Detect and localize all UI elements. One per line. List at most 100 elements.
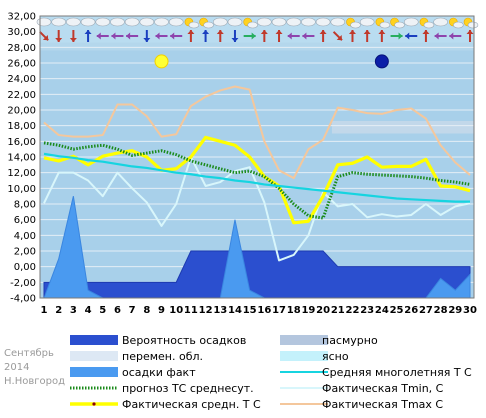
x-tick-label: 4: [85, 305, 92, 316]
x-tick-label: 21: [331, 305, 345, 316]
y-tick-label: -2,00: [10, 278, 36, 289]
legend-swatch-clear: [280, 351, 328, 361]
wind-arrow-head: [449, 32, 454, 40]
y-tick-label: 12,00: [7, 168, 36, 179]
sky-cloud-icon: [315, 17, 331, 27]
wind-arrow-head: [187, 30, 195, 34]
wind-arrow-head: [155, 32, 160, 40]
sky-cloud-icon: [423, 21, 435, 29]
precip-fact-layer: [43, 196, 471, 298]
wind-arrow-head: [422, 30, 430, 34]
x-tick-label: 18: [287, 305, 301, 316]
sky-cloud-icon: [188, 21, 200, 29]
x-tick-label: 30: [463, 305, 477, 316]
wind-arrow-head: [434, 32, 439, 40]
y-tick-label: 2,00: [14, 247, 36, 258]
sky-cloud-icon: [453, 21, 464, 29]
sky-cloud-icon: [154, 17, 169, 27]
wind-arrow-head: [96, 32, 101, 40]
footer-month: Сентябрь: [4, 348, 54, 359]
x-tick-label: 28: [434, 305, 448, 316]
moon-marker-icon: [374, 54, 389, 69]
sky-cloud-icon: [139, 17, 155, 27]
wind-arrow-head: [126, 32, 131, 40]
legend-label-overcast: пасмурно: [322, 334, 378, 347]
sky-cloud-icon: [124, 17, 140, 27]
x-tick-label: 15: [243, 305, 257, 316]
wind-arrow-head: [143, 38, 151, 42]
precip-prob-area: [43, 250, 471, 298]
series-line-3: [43, 141, 471, 220]
sky-cloud-icon: [271, 17, 287, 27]
x-tick-label: 22: [346, 305, 360, 316]
legend: Вероятность осадков пасмурно перемен. обл.…: [70, 334, 472, 411]
x-tick-label: 23: [360, 305, 374, 316]
y-tick-label: 10,00: [7, 184, 36, 195]
sky-cloud-icon: [227, 17, 243, 27]
x-tick-label: 13: [213, 305, 227, 316]
legend-swatch-overcast: [280, 335, 328, 345]
y-tick-label: 22,00: [7, 90, 36, 101]
footer-year: 2014: [4, 362, 29, 373]
x-axis: 1 2 3 4 5 6 7 8 9 10 11 12 13 14 15 16 17 18 19 20 21 22 23 24 2…: [41, 305, 477, 316]
sky-cloud-icon: [257, 17, 272, 27]
legend-label-variable: перемен. обл.: [122, 350, 203, 363]
sky-cloud-icon: [212, 17, 228, 27]
x-tick-label: 2: [55, 305, 62, 316]
wind-arrow-head: [42, 34, 49, 41]
y-tick-label: 30,00: [7, 27, 36, 38]
x-tick-label: 9: [158, 305, 165, 316]
sky-cloud-icon: [330, 17, 346, 27]
sky-cloud-icon: [467, 21, 479, 29]
x-tick-label: 26: [404, 305, 418, 316]
y-axis: -4,00 -2,00 0,00 2,00 4,00 6,00 8,00 10,00 12,00…: [7, 12, 36, 305]
legend-swatch-dot: [92, 402, 96, 406]
series-line-4: [43, 152, 470, 203]
y-tick-label: -4,00: [10, 294, 36, 305]
x-tick-label: 5: [99, 305, 106, 316]
y-tick-label: 16,00: [7, 137, 36, 148]
wind-arrow-head: [466, 30, 474, 34]
y-tick-label: 32,00: [7, 12, 36, 23]
series-line-2: [43, 135, 471, 225]
sky-cloud-icon: [36, 17, 52, 27]
x-tick-label: 16: [257, 305, 271, 316]
legend-label-tmax: Фактическая Tmax C: [322, 398, 443, 411]
sky-cloud-icon: [203, 21, 214, 29]
x-tick-label: 19: [301, 305, 315, 316]
legend-label-clear: ясно: [322, 350, 349, 363]
footer-city: Н.Новгород: [4, 376, 65, 387]
x-tick-label: 24: [375, 305, 389, 316]
wind-arrow-head: [378, 30, 386, 34]
legend-label-forecast: прогноз ТС среднесут.: [122, 382, 254, 395]
legend-label-normal: Средняя многолетняя Т С: [322, 366, 472, 379]
plot-frame: [39, 15, 475, 299]
x-tick-label: 17: [272, 305, 286, 316]
x-tick-label: 10: [169, 305, 183, 316]
wind-arrow-head: [336, 34, 342, 41]
wind-arrow-head: [287, 32, 292, 40]
sky-cloud-icon: [394, 21, 405, 29]
y-tick-label: 6,00: [14, 215, 36, 226]
sky-cloud-icon: [403, 17, 419, 27]
x-tick-label: 7: [129, 305, 136, 316]
y-tick-label: 0,00: [14, 262, 36, 273]
wind-arrow-head: [251, 32, 256, 40]
y-tick-label: 24,00: [7, 74, 36, 85]
x-tick-label: 25: [390, 305, 404, 316]
series-line-1: [43, 156, 471, 262]
y-tick-label: 18,00: [7, 121, 36, 132]
x-tick-label: 8: [143, 305, 150, 316]
y-tick-label: 14,00: [7, 153, 36, 164]
wind-arrow-head: [260, 30, 268, 34]
y-tick-label: 4,00: [14, 231, 36, 242]
wind-arrow-head: [231, 38, 239, 42]
sky-cloud-icon: [66, 17, 81, 27]
variable-band: [331, 120, 474, 134]
legend-label-tmin: Фактическая Tmin, C: [322, 382, 444, 395]
series-line-0: [43, 85, 471, 180]
x-tick-label: 11: [184, 305, 198, 316]
x-tick-label: 20: [316, 305, 330, 316]
sky-cloud-icon: [286, 17, 302, 27]
